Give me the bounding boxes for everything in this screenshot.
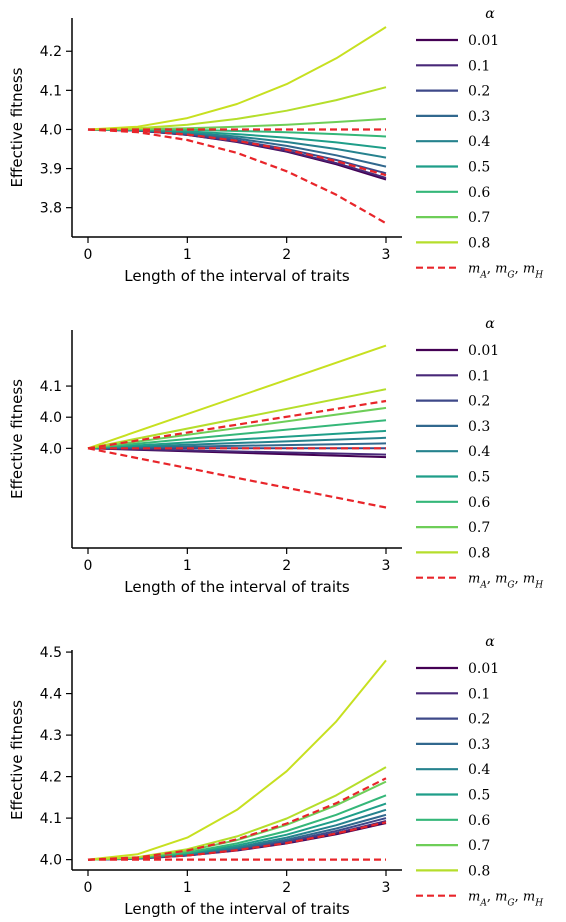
reference-line-13 [87, 447, 387, 509]
legend-title: α [485, 316, 495, 332]
legend-entry-label: 0.4 [468, 134, 490, 150]
legend-entry-label: 0.3 [468, 109, 490, 125]
legend-entry-label: 0.8 [468, 235, 490, 251]
legend-reference-label: mA, mG, mH [468, 262, 543, 281]
legend-entry-label: 0.4 [468, 762, 490, 778]
legend-entry-label: 0.01 [468, 661, 499, 677]
legend-entry-label: 0.3 [468, 419, 490, 435]
x-tick-label: 0 [84, 558, 93, 574]
legend-entry-label: 0.6 [468, 495, 490, 511]
legend-entry-label: 0.7 [468, 520, 490, 536]
legend-entry-label: 0.01 [468, 33, 499, 49]
y-axis-label: Effective fitness [8, 700, 26, 820]
x-tick-label: 0 [84, 247, 93, 263]
legend: α 0.01 0.1 0.2 0.3 0.4 0.5 0.6 0.7 0.8 mA, mG, mH [416, 634, 543, 909]
legend-entry-label: 0.2 [468, 712, 490, 728]
x-tick-label: 1 [183, 247, 192, 263]
series-line-10 [87, 344, 387, 450]
x-tick-label: 1 [183, 880, 192, 896]
y-tick-label: 4.0 [40, 122, 62, 138]
y-tick-label: 4.1 [40, 83, 62, 99]
series-line-9 [87, 388, 387, 450]
legend-title: α [485, 634, 495, 650]
x-tick-label: 0 [84, 880, 93, 896]
chart-panel-1: 0 1 2 3 3.8 3.9 4.0 4.1 4.2 Length of the interva… [8, 6, 543, 285]
legend-title: α [485, 6, 495, 22]
legend-entry-label: 0.5 [468, 788, 490, 804]
legend-entry-label: 0.7 [468, 210, 490, 226]
x-tick-label: 3 [382, 880, 391, 896]
x-axis-label: Length of the interval of traits [124, 267, 350, 285]
y-tick-label: 4.5 [40, 645, 62, 661]
y-axis-label: Effective fitness [8, 67, 26, 187]
x-axis-label: Length of the interval of traits [124, 900, 350, 918]
y-tick-label: 3.9 [40, 162, 62, 178]
series-line-10 [87, 659, 387, 861]
legend-entry-label: 0.8 [468, 545, 490, 561]
y-tick-label: 4.0 [40, 853, 62, 869]
legend-reference-label: mA, mG, mH [468, 572, 543, 591]
reference-line-13 [87, 128, 387, 225]
legend-entry-label: 0.7 [468, 838, 490, 854]
legend-entry-label: 0.01 [468, 343, 499, 359]
y-tick-label: 4.2 [40, 770, 62, 786]
legend-entry-label: 0.1 [468, 686, 490, 702]
legend-entry-label: 0.1 [468, 58, 490, 74]
legend-entry-label: 0.5 [468, 470, 490, 486]
legend-entry-label: 0.6 [468, 185, 490, 201]
series-line-5 [87, 808, 387, 861]
series-line-5 [87, 436, 387, 450]
legend-entry-label: 0.2 [468, 394, 490, 410]
legend-entry-label: 0.8 [468, 863, 490, 879]
reference-line-11 [87, 399, 387, 450]
legend: α 0.01 0.1 0.2 0.3 0.4 0.5 0.6 0.7 0.8 mA, mG, mH [416, 316, 543, 591]
series-line-10 [87, 26, 387, 131]
reference-line-13 [87, 777, 387, 861]
legend-entry-label: 0.2 [468, 84, 490, 100]
y-tick-label: 4.2 [40, 44, 62, 60]
y-tick-label: 4.4 [40, 687, 62, 703]
y-tick-label: 4.0 [40, 410, 62, 426]
y-tick-label: 4.1 [40, 379, 62, 395]
reference-line-12 [87, 128, 387, 177]
legend-reference-label: mA, mG, mH [468, 890, 543, 909]
series-line-9 [87, 86, 387, 131]
chart-panel-3: 0 1 2 3 4.0 4.1 4.2 4.3 4.4 4.5 Length of the inte… [8, 634, 543, 918]
x-tick-label: 1 [183, 558, 192, 574]
x-tick-label: 3 [382, 247, 391, 263]
x-tick-label: 2 [282, 880, 291, 896]
y-tick-label: 4.1 [40, 811, 62, 827]
x-tick-label: 2 [282, 558, 291, 574]
y-axis-label: Effective fitness [8, 379, 26, 499]
legend-entry-label: 0.4 [468, 444, 490, 460]
chart-panel-2: 0 1 2 3 4.0 4.0 4.1 Length of the interval of t… [8, 316, 543, 596]
y-tick-label: 4.3 [40, 728, 62, 744]
legend-entry-label: 0.3 [468, 737, 490, 753]
legend: α 0.01 0.1 0.2 0.3 0.4 0.5 0.6 0.7 0.8 mA, mG, mH [416, 6, 543, 281]
series-line-8 [87, 406, 387, 450]
series-line-6 [87, 429, 387, 450]
legend-entry-label: 0.6 [468, 813, 490, 829]
x-tick-label: 3 [382, 558, 391, 574]
x-tick-label: 2 [282, 247, 291, 263]
series-line-7 [87, 419, 387, 450]
x-axis-label: Length of the interval of traits [124, 578, 350, 596]
y-tick-label: 4.0 [40, 441, 62, 457]
legend-entry-label: 0.1 [468, 368, 490, 384]
legend-entry-label: 0.5 [468, 160, 490, 176]
y-tick-label: 3.8 [40, 201, 62, 217]
